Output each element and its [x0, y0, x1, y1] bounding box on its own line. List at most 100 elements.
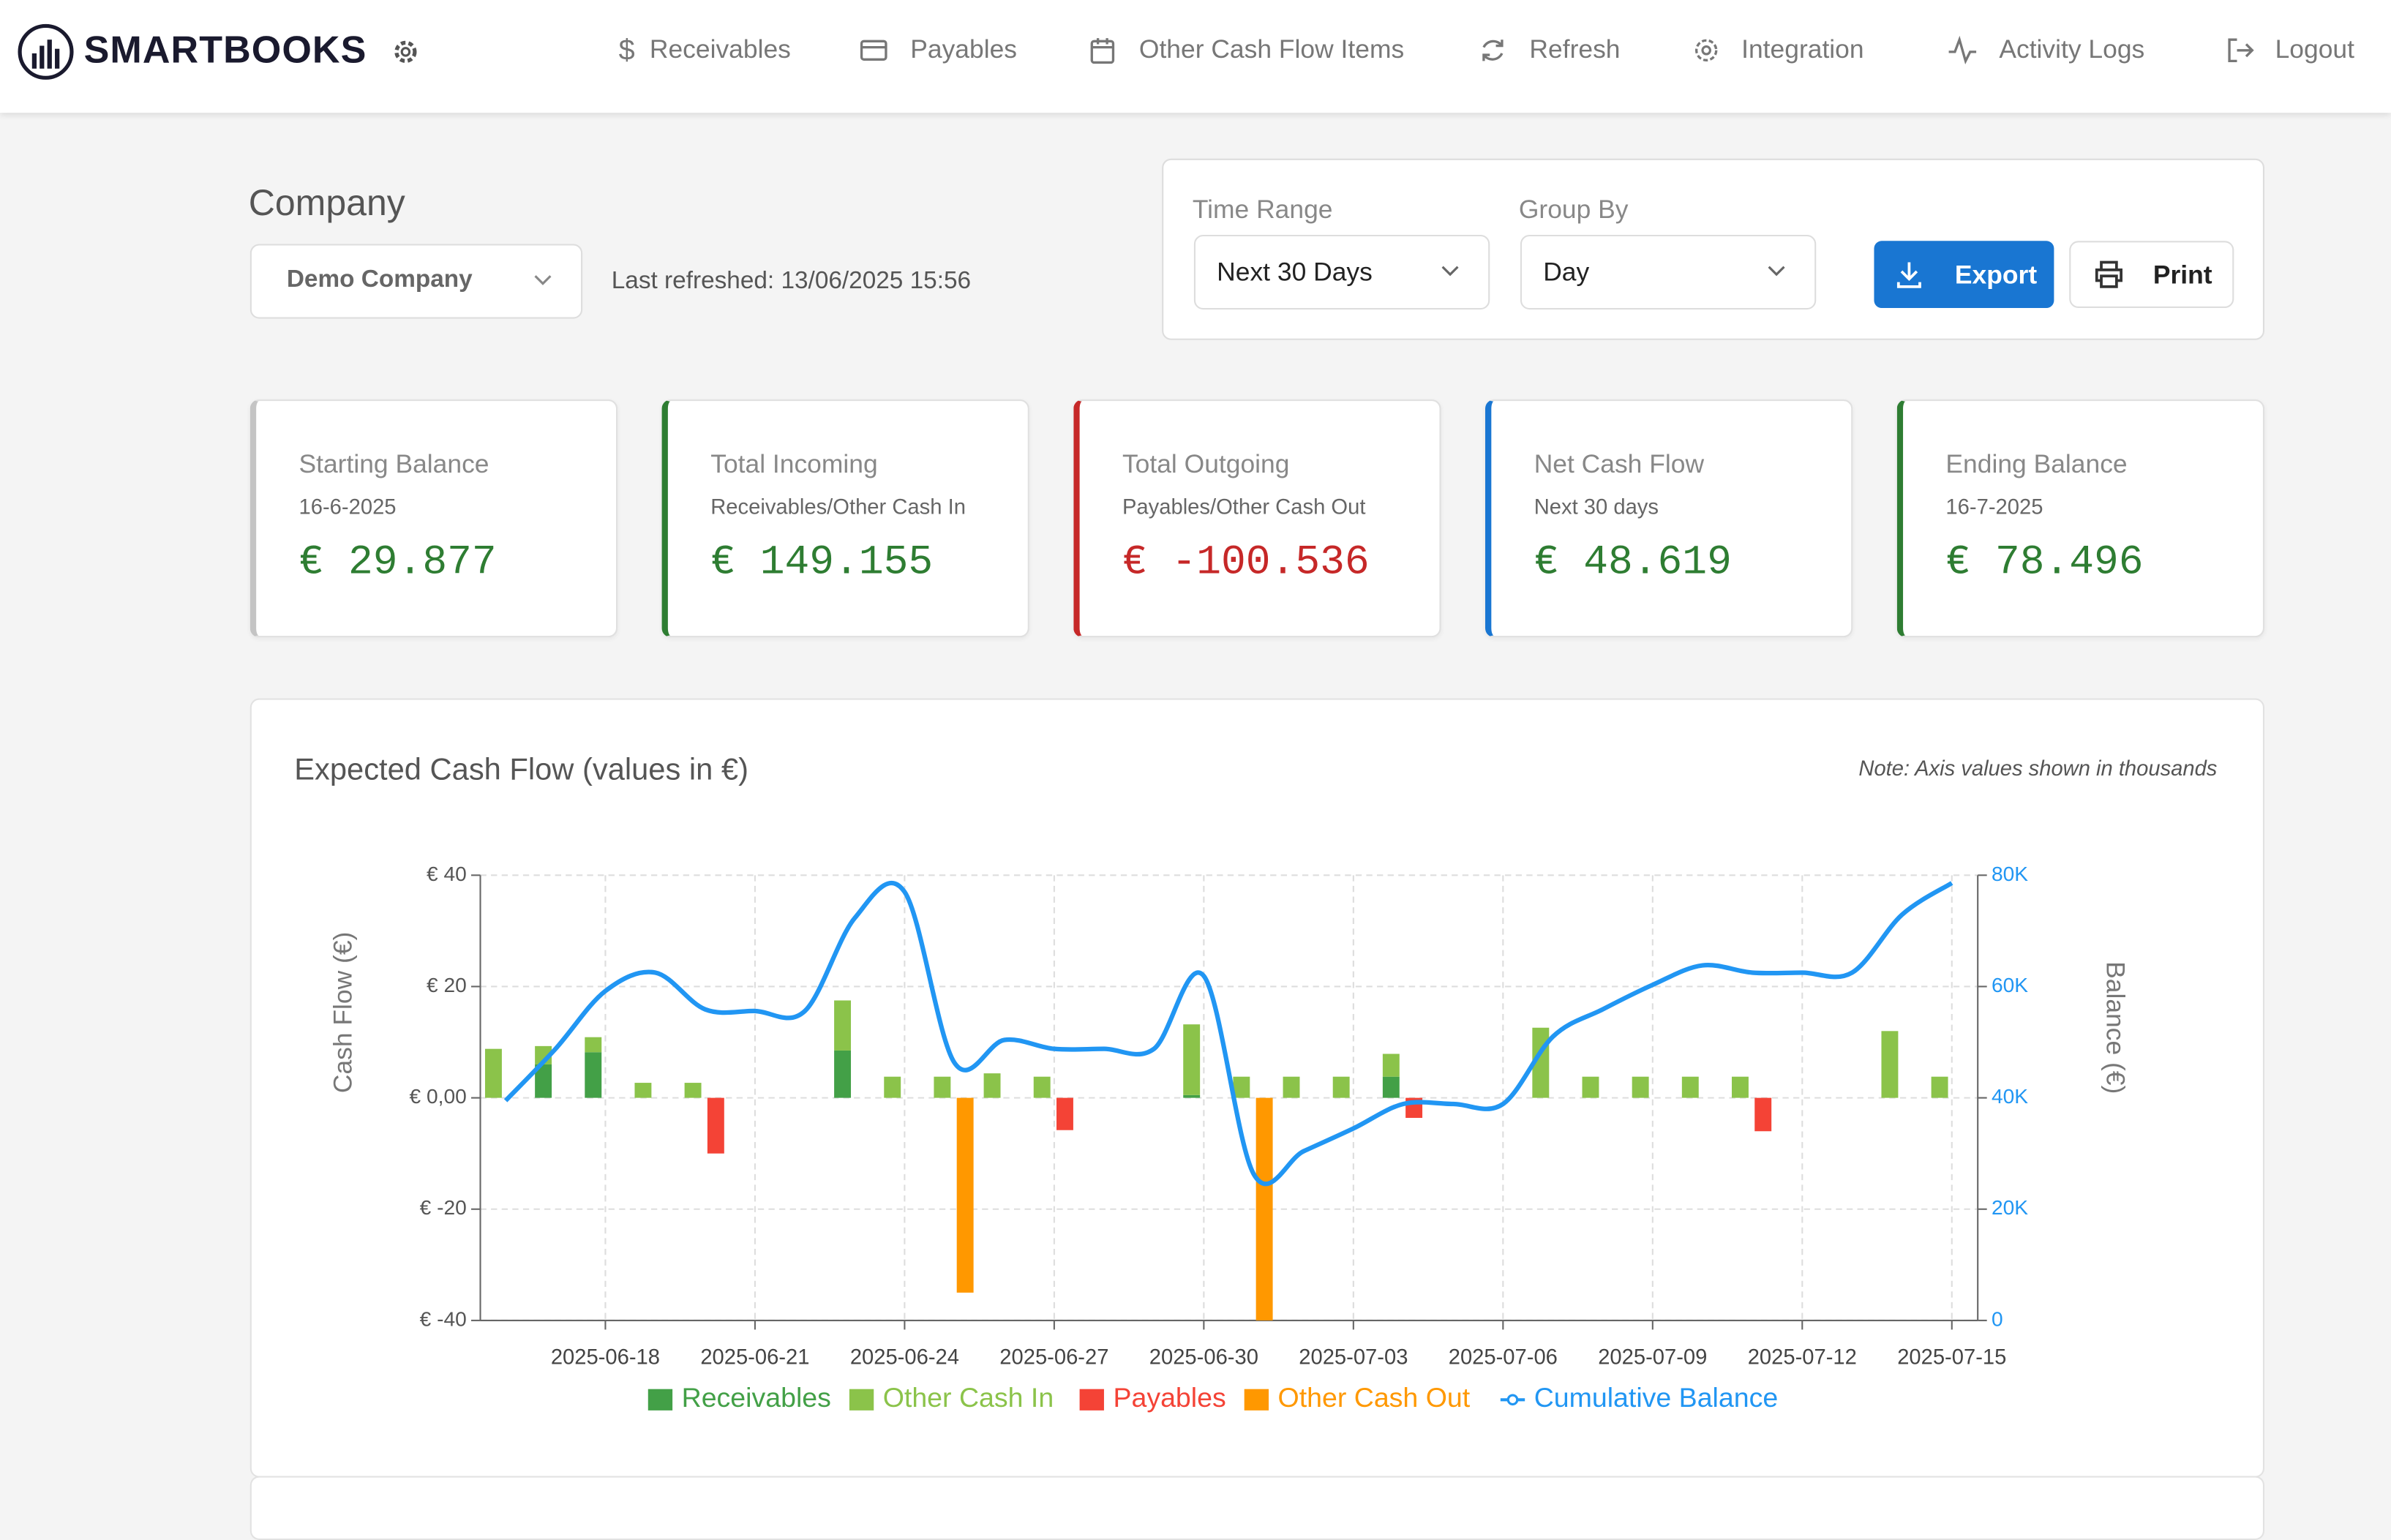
kpi-subtitle: 16-7-2025 — [1945, 494, 2043, 519]
chart-note: Note: Axis values shown in thousands — [1858, 757, 2217, 781]
x-tick-label: 2025-07-03 — [1299, 1346, 1408, 1370]
kpi-subtitle: Payables/Other Cash Out — [1122, 494, 1366, 519]
bar — [1332, 1076, 1350, 1098]
bar — [1931, 1076, 1948, 1098]
nav-icon — [1482, 40, 1504, 61]
x-tick-label: 2025-07-15 — [1897, 1346, 2006, 1370]
bar — [1033, 1076, 1051, 1098]
print-icon — [2095, 260, 2122, 288]
y2-tick-label: 20K — [1992, 1196, 2028, 1219]
chart: Expected Cash Flow (values in €) Note: A… — [294, 752, 2217, 1413]
x-tick-label: 2025-06-18 — [551, 1346, 660, 1370]
bar — [983, 1073, 1001, 1098]
chevron — [534, 275, 552, 285]
kpi-value: € 48.619 — [1534, 541, 1732, 587]
chevron — [1441, 266, 1459, 277]
print-button[interactable]: Print — [2069, 241, 2234, 309]
company-value: Demo Company — [286, 266, 473, 293]
group-by-select[interactable]: Day — [1520, 234, 1817, 310]
legend-swatch — [1079, 1389, 1104, 1411]
kpi-card: Ending Balance 16-7-2025 € 78.496 — [1896, 399, 2265, 638]
bar — [1754, 1097, 1772, 1132]
bar — [934, 1076, 951, 1098]
svg-text:$: $ — [619, 35, 635, 66]
legend-label: Cumulative Balance — [1534, 1382, 1779, 1413]
legend-label: Other Cash Out — [1278, 1382, 1471, 1413]
kpi-value: € 78.496 — [1945, 541, 2144, 587]
nav-item[interactable]: Integration — [1741, 34, 1864, 64]
filter-panel: Time Range Next 30 Days Group By Day Exp… — [1162, 158, 2265, 340]
nav-item[interactable]: Payables — [910, 34, 1018, 64]
nav-item[interactable]: Logout — [2275, 34, 2354, 64]
legend-swatch — [648, 1389, 673, 1411]
time-range-select[interactable]: Next 30 Days — [1193, 234, 1490, 310]
bar — [1731, 1076, 1749, 1098]
legend-swatch — [1506, 1394, 1519, 1406]
kpi-subtitle: Receivables/Other Cash In — [710, 494, 966, 519]
kpi-value: € 149.155 — [710, 541, 934, 587]
kpi-subtitle: 16-6-2025 — [299, 494, 397, 519]
chevron — [1768, 266, 1785, 277]
kpi-card: Starting Balance 16-6-2025 € 29.877 — [249, 399, 618, 638]
bar — [684, 1083, 702, 1098]
bar — [1582, 1076, 1599, 1098]
bar — [1681, 1076, 1699, 1098]
kpi-value: € 29.877 — [299, 541, 497, 587]
bar — [1382, 1053, 1400, 1077]
bar — [1056, 1097, 1073, 1130]
bar — [834, 1000, 852, 1051]
bar — [1283, 1076, 1300, 1098]
group-by-label: Group By — [1518, 195, 1629, 225]
nav-icon — [2228, 38, 2254, 63]
nav-icon — [860, 40, 887, 61]
balance-line — [503, 880, 1953, 1187]
y-tick-label: € -40 — [420, 1307, 467, 1330]
kpi-value: € -100.536 — [1122, 541, 1370, 587]
bar — [834, 1050, 852, 1098]
company-title: Company — [248, 183, 405, 225]
nav-item[interactable]: Receivables — [649, 34, 791, 64]
kpi-subtitle: Next 30 days — [1534, 494, 1659, 519]
last-refreshed: Last refreshed: 13/06/2025 15:56 — [611, 268, 972, 295]
kpi-title: Net Cash Flow — [1534, 449, 1705, 479]
kpi-title: Total Outgoing — [1122, 449, 1290, 479]
kpi-card: Net Cash Flow Next 30 days € 48.619 — [1484, 399, 1853, 638]
bar — [1382, 1076, 1400, 1098]
company-select[interactable]: Demo Company — [249, 244, 583, 319]
legend-label: Payables — [1113, 1382, 1225, 1413]
x-tick-label: 2025-06-30 — [1149, 1346, 1258, 1370]
bar — [585, 1037, 602, 1053]
x-tick-label: 2025-06-21 — [700, 1346, 809, 1370]
top-nav: SMARTBOOKS $ Receivables Payables Other Cas… — [0, 0, 2391, 113]
kpi-card: Total Outgoing Payables/Other Cash Out € -… — [1073, 399, 1441, 638]
nav-item[interactable]: Activity Logs — [1999, 34, 2145, 64]
logo — [18, 23, 74, 80]
bar — [1183, 1024, 1201, 1095]
group-by-value: Day — [1543, 258, 1590, 287]
y-tick-label: € 0,00 — [410, 1085, 467, 1108]
nav-item[interactable]: Other Cash Flow Items — [1138, 34, 1405, 64]
export-button[interactable]: Export — [1874, 241, 2054, 309]
nav-item[interactable]: Refresh — [1529, 34, 1621, 64]
bar — [1881, 1031, 1899, 1098]
print-label: Print — [2152, 260, 2212, 290]
time-range-label: Time Range — [1192, 195, 1333, 225]
bar — [484, 1048, 502, 1098]
x-tick-label: 2025-07-09 — [1598, 1346, 1707, 1370]
x-tick-label: 2025-06-24 — [850, 1346, 959, 1370]
bar — [884, 1076, 901, 1098]
settings-icon[interactable] — [391, 37, 421, 67]
kpi-card: Total Incoming Receivables/Other Cash In €… — [661, 399, 1029, 638]
y-tick-label: € 20 — [427, 974, 467, 996]
y2-axis-title: Balance (€) — [2101, 961, 2130, 1094]
nav-icon: $ — [619, 35, 635, 66]
bar — [1233, 1076, 1250, 1098]
bar — [585, 1052, 602, 1098]
bar — [1255, 1097, 1273, 1321]
legend-label: Receivables — [682, 1382, 831, 1413]
y-tick-label: € 40 — [427, 863, 467, 885]
x-tick-label: 2025-07-06 — [1449, 1346, 1558, 1370]
legend-swatch — [849, 1389, 874, 1411]
y2-tick-label: 80K — [1992, 863, 2028, 885]
